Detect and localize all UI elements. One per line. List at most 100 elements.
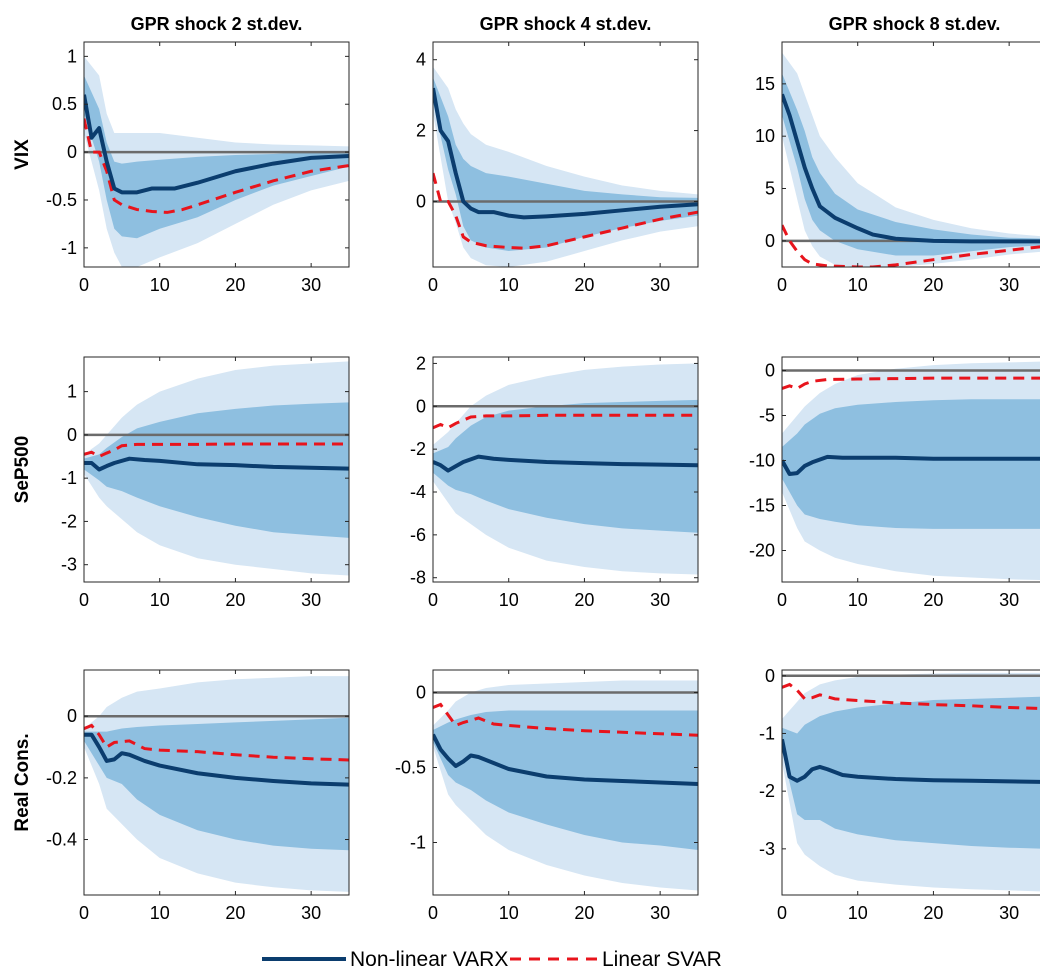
- y-tick-label: -2: [61, 511, 77, 531]
- plot-area: [84, 676, 349, 892]
- panel: 0 10 20 30 -3 -2 -1 0 1 SeP500: [12, 357, 349, 610]
- x-tick-label: 20: [574, 275, 594, 295]
- y-tick-label: 0: [765, 231, 775, 251]
- y-tick-label: -8: [410, 568, 426, 588]
- x-tick-label: 10: [848, 903, 868, 923]
- y-tick-label: 5: [765, 179, 775, 199]
- x-tick-label: 30: [999, 275, 1019, 295]
- x-tick-label: 10: [150, 903, 170, 923]
- x-tick-label: 30: [650, 903, 670, 923]
- inner-band: [433, 711, 698, 851]
- y-tick-label: 1: [67, 46, 77, 66]
- y-tick-label: -6: [410, 525, 426, 545]
- y-tick-label: 0: [67, 142, 77, 162]
- y-tick-label: -5: [759, 406, 775, 426]
- y-tick-label: -0.4: [46, 830, 77, 850]
- y-tick-label: -0.5: [46, 190, 77, 210]
- x-tick-label: 0: [79, 590, 89, 610]
- plot-area: [84, 361, 349, 575]
- x-tick-label: 20: [574, 903, 594, 923]
- panel: 0 10 20 30051015: [755, 42, 1040, 295]
- x-tick-label: 30: [650, 275, 670, 295]
- y-tick-label: -10: [749, 451, 775, 471]
- x-tick-label: 30: [301, 590, 321, 610]
- x-tick-label: 10: [499, 275, 519, 295]
- x-tick-label: 30: [999, 903, 1019, 923]
- y-tick-label: -2: [759, 781, 775, 801]
- x-tick-label: 30: [301, 903, 321, 923]
- plot-area: [782, 52, 1040, 267]
- panel: 0 10 20 30 -0.4 -0.2 0 Real Cons.: [12, 670, 349, 923]
- panel: 0 10 20 30 -1 -0.5 0: [395, 670, 698, 923]
- row-label: SeP500: [12, 436, 33, 504]
- x-tick-label: 20: [574, 590, 594, 610]
- plot-area: [433, 67, 698, 267]
- y-tick-label: 2: [416, 121, 426, 141]
- y-tick-label: -1: [410, 833, 426, 853]
- x-tick-label: 30: [650, 590, 670, 610]
- x-tick-label: 0: [777, 903, 787, 923]
- y-tick-label: 15: [755, 74, 775, 94]
- x-tick-label: 10: [848, 275, 868, 295]
- y-tick-label: -3: [759, 839, 775, 859]
- x-tick-label: 0: [79, 275, 89, 295]
- column-title: GPR shock 4 st.dev.: [480, 14, 652, 34]
- x-tick-label: 20: [225, 590, 245, 610]
- x-tick-label: 30: [999, 590, 1019, 610]
- y-tick-label: -0.2: [46, 768, 77, 788]
- plot-area: [84, 56, 349, 267]
- x-tick-label: 20: [923, 903, 943, 923]
- y-tick-label: 2: [416, 353, 426, 373]
- panel: 0 10 20 30 -3 -2 -1 0: [759, 666, 1040, 923]
- x-tick-label: 0: [79, 903, 89, 923]
- y-tick-label: 0: [67, 706, 77, 726]
- y-tick-label: 0: [416, 683, 426, 703]
- x-tick-label: 0: [428, 590, 438, 610]
- x-tick-label: 0: [777, 590, 787, 610]
- x-tick-label: 10: [499, 903, 519, 923]
- row-label: Real Cons.: [12, 733, 33, 831]
- x-tick-label: 0: [428, 903, 438, 923]
- y-tick-label: -4: [410, 482, 426, 502]
- y-tick-label: -1: [61, 468, 77, 488]
- y-tick-label: 0: [765, 666, 775, 686]
- y-tick-label: 1: [67, 382, 77, 402]
- legend-label-linear: Linear SVAR: [602, 948, 722, 971]
- y-tick-label: 0: [765, 361, 775, 381]
- column-title: GPR shock 2 st.dev.: [131, 14, 303, 34]
- y-tick-label: -20: [749, 541, 775, 561]
- legend-label-nonlinear: Non-linear VARX: [350, 948, 508, 971]
- x-tick-label: 20: [225, 903, 245, 923]
- legend: Non-linear VARX Linear SVAR: [262, 944, 822, 972]
- x-tick-label: 10: [150, 275, 170, 295]
- y-tick-label: -0.5: [395, 758, 426, 778]
- x-tick-label: 10: [848, 590, 868, 610]
- row-label: VIX: [12, 139, 33, 170]
- x-tick-label: 0: [777, 275, 787, 295]
- y-tick-label: -3: [61, 555, 77, 575]
- panel: 0 10 20 30-1-0.500.51VIX: [12, 42, 349, 295]
- x-tick-label: 10: [150, 590, 170, 610]
- y-tick-label: 0: [416, 191, 426, 211]
- plot-area: [782, 362, 1040, 581]
- y-tick-label: -15: [749, 496, 775, 516]
- y-tick-label: 0.5: [52, 94, 77, 114]
- x-tick-label: 0: [428, 275, 438, 295]
- inner-band: [782, 399, 1040, 529]
- panel: 0 10 20 30 0 2 4: [416, 42, 698, 295]
- y-tick-label: -1: [759, 723, 775, 743]
- y-tick-label: 4: [416, 50, 426, 70]
- column-title: GPR shock 8 st.dev.: [829, 14, 1001, 34]
- x-tick-label: 20: [923, 590, 943, 610]
- plot-area: [433, 363, 698, 574]
- x-tick-label: 10: [499, 590, 519, 610]
- y-tick-label: 0: [67, 425, 77, 445]
- y-tick-label: -2: [410, 439, 426, 459]
- panel: 0 10 20 30 -8 -6 -4 -2 0 2: [410, 353, 698, 610]
- y-tick-label: 0: [416, 396, 426, 416]
- y-tick-label: 10: [755, 126, 775, 146]
- panel: 0 10 20 30 -20 -15 -10 -5 0: [749, 357, 1040, 610]
- x-tick-label: 20: [225, 275, 245, 295]
- plot-area: [782, 673, 1040, 892]
